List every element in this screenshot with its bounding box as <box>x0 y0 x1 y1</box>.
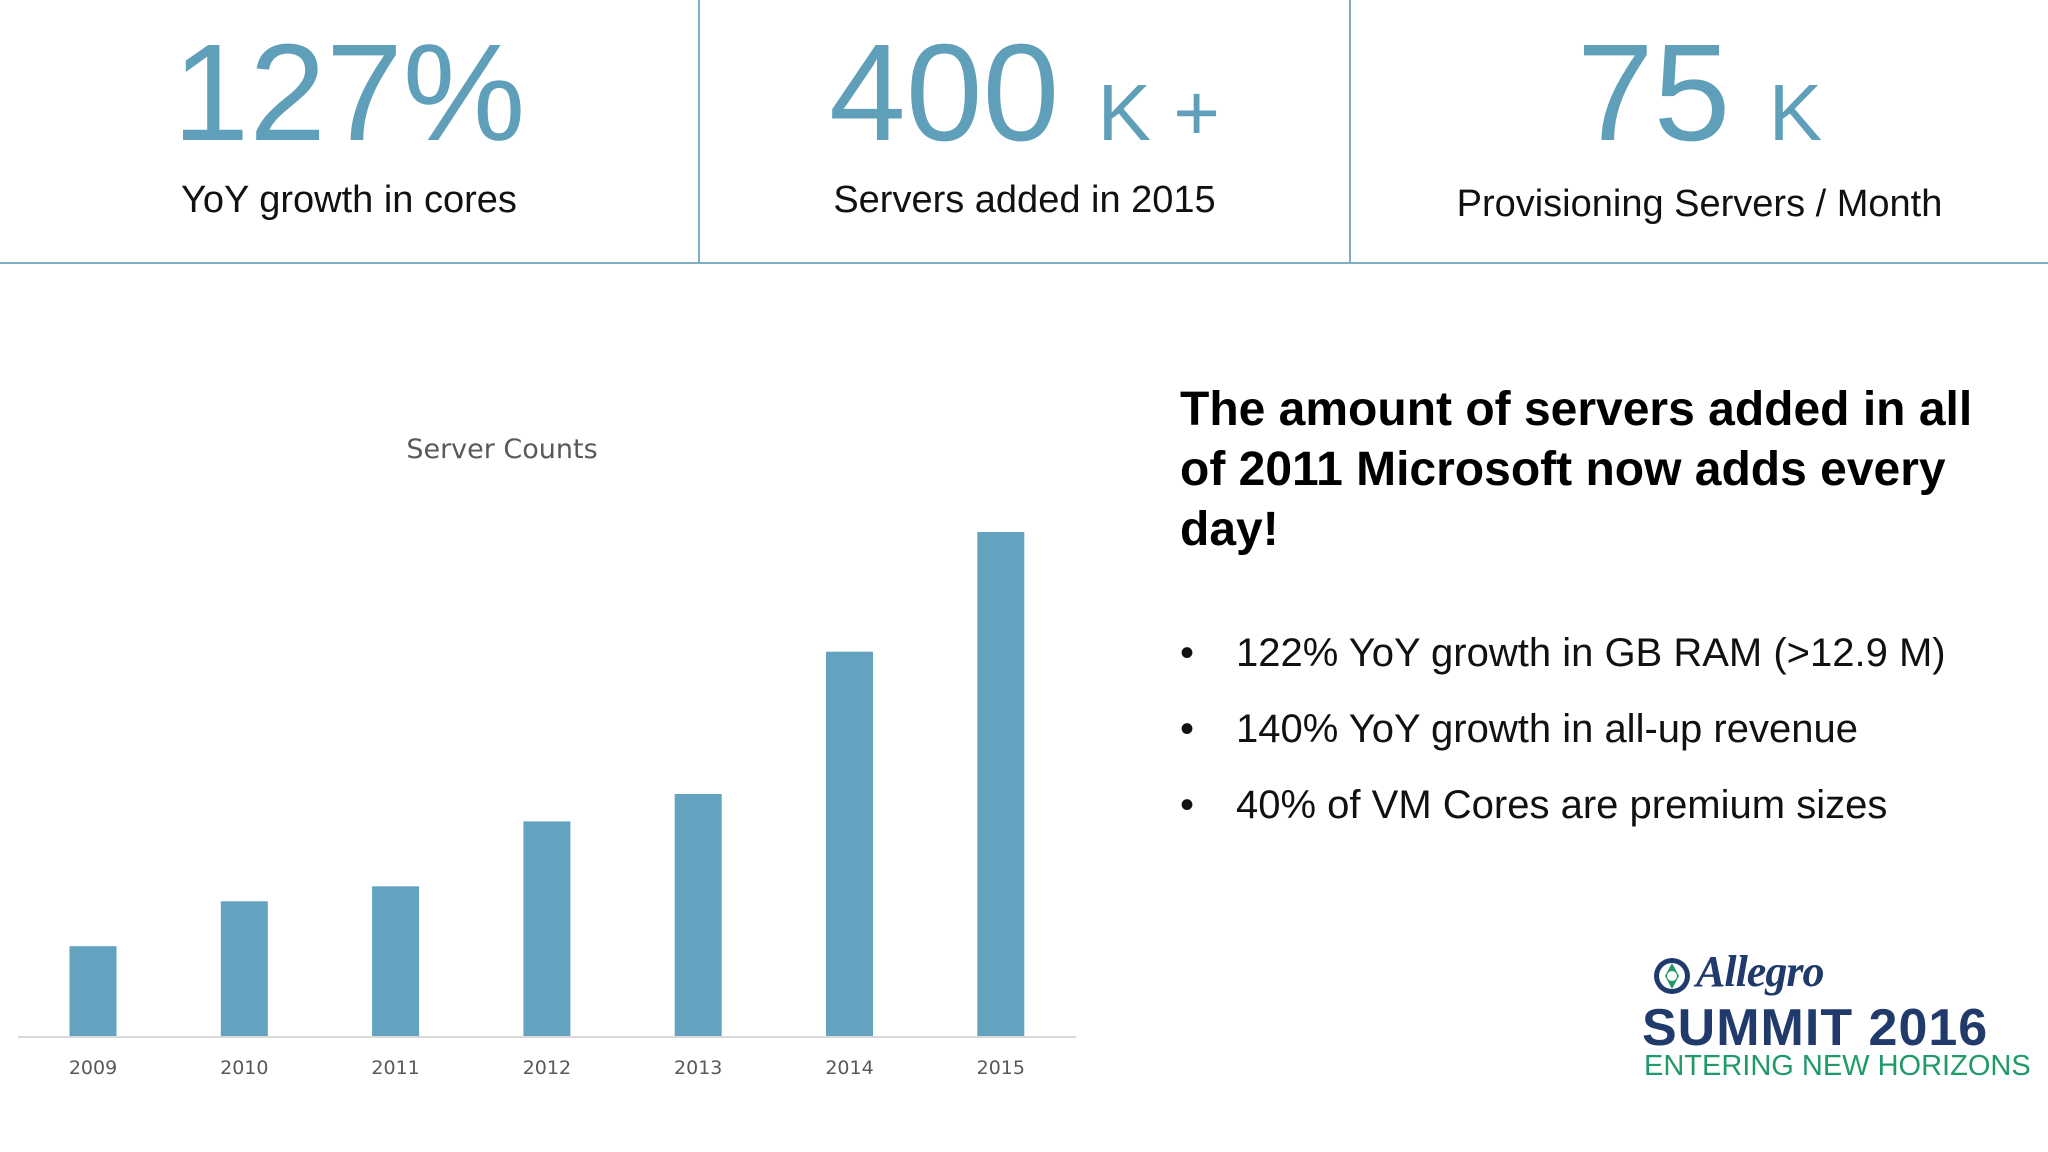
stat-cores-growth: 127% YoY growth in cores <box>0 0 698 262</box>
bar-2013 <box>674 794 722 1036</box>
bullet-text: 122% YoY growth in GB RAM (>12.9 M) <box>1236 631 1946 675</box>
bullet-item: • 140% YoY growth in all-up revenue <box>1180 696 2040 772</box>
logo-event: SUMMIT 2016 <box>1642 999 1989 1057</box>
bar-2011 <box>372 886 420 1036</box>
allegro-mark-icon <box>1654 958 1690 994</box>
bar-2012 <box>523 821 571 1036</box>
logo-tagline: ENTERING NEW HORIZONS <box>1644 1050 2031 1082</box>
x-axis-ticks: 2009 2010 2011 2012 2013 2014 2015 <box>69 1057 1025 1079</box>
stat-label: Provisioning Servers / Month <box>1456 183 1943 225</box>
x-tick-label: 2013 <box>674 1057 722 1079</box>
stat-value: 75 <box>1576 16 1731 170</box>
chart-title: Server Counts <box>406 434 597 465</box>
x-tick-label: 2012 <box>523 1057 571 1079</box>
stat-divider <box>1349 0 1351 262</box>
x-tick-label: 2011 <box>371 1057 419 1079</box>
bullet-glyph: • <box>1180 631 1195 675</box>
stats-banner: 127% YoY growth in cores 400 K + Servers… <box>0 0 2048 264</box>
bullet-text: 140% YoY growth in all-up revenue <box>1236 707 1858 751</box>
bullet-item: • 40% of VM Cores are premium sizes <box>1180 772 2040 848</box>
bar-2015 <box>977 532 1025 1036</box>
bar-2009 <box>69 946 117 1036</box>
x-tick-label: 2015 <box>977 1057 1025 1079</box>
chart-bars <box>69 532 1025 1036</box>
chart-svg: Server Counts 2009 2010 2011 2012 2013 2014 20… <box>18 434 1076 1079</box>
logo-brand: Allegro <box>1696 947 1824 996</box>
stat-suffix: K <box>1768 68 1823 157</box>
bullet-glyph: • <box>1180 783 1195 827</box>
headline: The amount of servers added in all of 20… <box>1180 383 1973 556</box>
stat-servers-added: 400 K + Servers added in 2015 <box>700 0 1349 262</box>
allegro-summit-logo: Allegro SUMMIT 2016 ENTERING NEW HORIZON… <box>1630 947 2031 1090</box>
x-tick-label: 2010 <box>220 1057 268 1079</box>
stat-label: Servers added in 2015 <box>833 179 1216 221</box>
bar-2014 <box>826 651 873 1036</box>
stat-label: YoY growth in cores <box>181 179 517 221</box>
bullet-list: • 122% YoY growth in GB RAM (>12.9 M) • … <box>1180 620 2040 848</box>
stat-value: 400 <box>829 16 1060 170</box>
x-tick-label: 2009 <box>69 1057 117 1079</box>
stat-divider <box>698 0 700 262</box>
stat-suffix: K + <box>1097 68 1220 157</box>
bar-2010 <box>220 901 268 1036</box>
stat-value: 127% <box>172 16 526 170</box>
x-tick-label: 2014 <box>825 1057 873 1079</box>
stat-provisioning: 75 K Provisioning Servers / Month <box>1351 0 2048 262</box>
server-counts-chart: Server Counts 2009 2010 2011 2012 2013 2014 20… <box>0 400 1110 1140</box>
bullet-item: • 122% YoY growth in GB RAM (>12.9 M) <box>1180 620 2040 696</box>
bullet-text: 40% of VM Cores are premium sizes <box>1236 783 1888 827</box>
bullet-glyph: • <box>1180 707 1195 751</box>
